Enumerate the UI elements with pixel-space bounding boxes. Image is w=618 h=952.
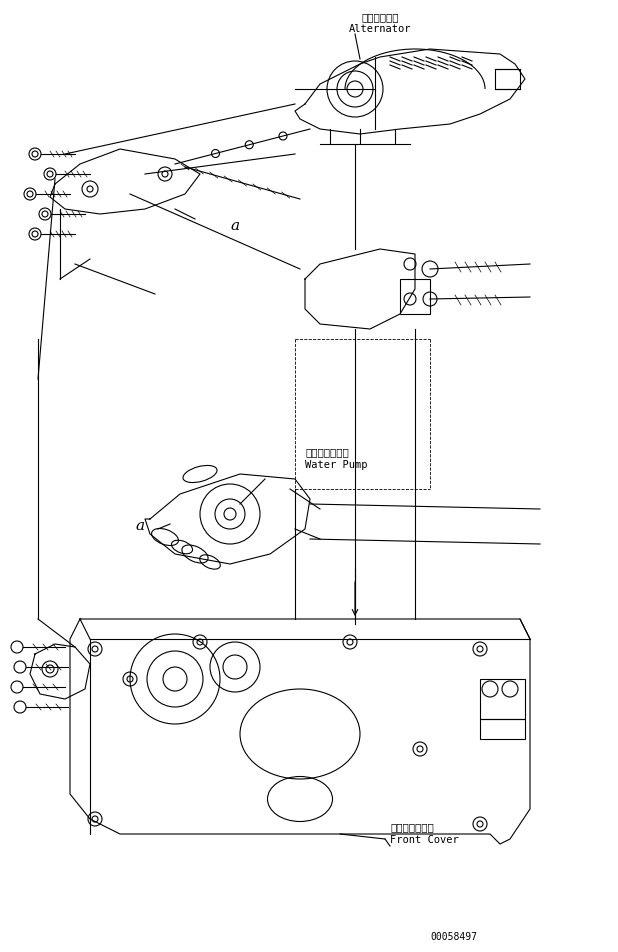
Bar (480, 720, 525, 739)
Bar (495, 69, 520, 89)
Text: a: a (231, 219, 240, 232)
Bar (400, 280, 430, 315)
Text: 00058497: 00058497 (430, 931, 477, 941)
Text: a: a (135, 519, 145, 532)
Text: Alternator: Alternator (349, 24, 411, 34)
Text: Front Cover: Front Cover (390, 834, 459, 844)
Text: ウォータポンプ: ウォータポンプ (305, 446, 349, 457)
Text: Water Pump: Water Pump (305, 460, 368, 469)
Text: フロントカバー: フロントカバー (390, 822, 434, 831)
Bar (480, 680, 525, 720)
Text: オルタネータ: オルタネータ (362, 12, 399, 22)
